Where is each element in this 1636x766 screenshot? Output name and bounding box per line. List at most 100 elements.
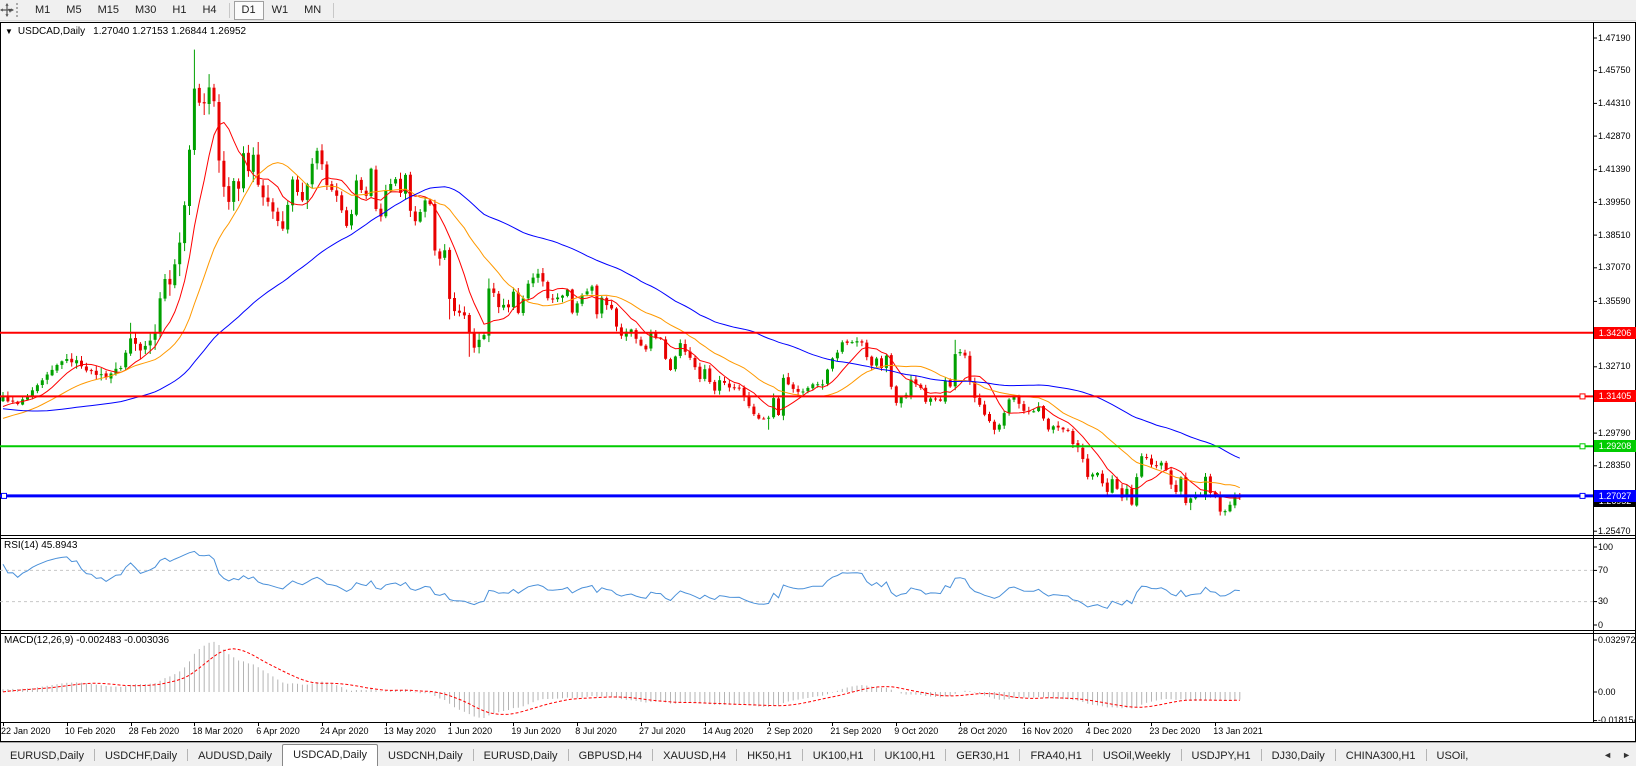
chart-window[interactable] (0, 22, 1636, 741)
date-tick-mark (449, 722, 451, 726)
candlestick-chart[interactable] (0, 22, 1636, 535)
price-tick-label: 1.45750 (1598, 65, 1631, 76)
chart-tab-usoil-[interactable]: USOil, (1436, 750, 1469, 762)
chart-tab-china300-h1[interactable]: CHINA300,H1 (1345, 750, 1416, 762)
date-tick-label: 27 Jul 2020 (639, 726, 686, 736)
window-border-bottom (0, 741, 1636, 742)
timeframe-button-m1[interactable]: M1 (35, 3, 51, 16)
pan-arrows-icon (0, 3, 14, 17)
price-tick-label: 1.41390 (1598, 164, 1631, 175)
macd-tick-label: 0.032972 (1598, 634, 1636, 645)
date-tick-label: 18 Mar 2020 (192, 726, 243, 736)
price-tick-label: 1.25470 (1598, 525, 1631, 536)
date-tick-label: 8 Jul 2020 (575, 726, 617, 736)
tab-scroll-right-icon[interactable]: ► (1622, 750, 1631, 760)
pane-divider[interactable] (0, 633, 1636, 634)
date-tick-label: 28 Feb 2020 (128, 726, 180, 736)
timeframe-button-h1[interactable]: H1 (172, 3, 187, 16)
pane-divider[interactable] (0, 535, 1636, 536)
rsi-indicator-pane[interactable] (0, 538, 1636, 630)
price-tick-label: 1.39950 (1598, 196, 1631, 207)
chart-tab-hk50-h1[interactable]: HK50,H1 (747, 750, 792, 762)
toolbar-separator (228, 2, 230, 18)
tab-separator (652, 749, 654, 761)
date-tick-mark (768, 722, 770, 726)
tab-separator (1334, 749, 1336, 761)
chart-tab-audusd-daily[interactable]: AUDUSD,Daily (198, 750, 273, 762)
chart-tab-usoil-weekly[interactable]: USOil,Weekly (1102, 750, 1171, 762)
date-tick-mark (322, 722, 323, 726)
chart-tab-eurusd-daily[interactable]: EURUSD,Daily (10, 750, 84, 762)
window-border-top (0, 22, 1636, 23)
hline-price-label: 1.34206 (1594, 326, 1636, 339)
chart-tab-xauusd-h4[interactable]: XAUUSD,H4 (663, 750, 727, 762)
symbol-period-label: USDCAD,Daily (17, 26, 86, 37)
pane-divider[interactable] (0, 630, 1636, 631)
pane-divider[interactable] (0, 538, 1636, 539)
timeframe-button-d1[interactable]: D1 (233, 0, 264, 20)
chart-tab-uk100-h1[interactable]: UK100,H1 (884, 750, 936, 762)
chart-tab-uk100-h1[interactable]: UK100,H1 (812, 750, 864, 762)
toolbar-separator (333, 2, 335, 18)
window-border-left (0, 22, 1, 742)
rsi-tick-label: 100 (1598, 541, 1614, 552)
timeframe-button-m15[interactable]: M15 (97, 3, 119, 16)
timeframe-buttons: M1 M5 M15 M30 H1 H4 D1 W1 MN (27, 0, 338, 20)
rsi-tick-label: 0 (1598, 619, 1604, 630)
tab-scroll-left-icon[interactable]: ◄ (1603, 750, 1613, 760)
date-tick-label: 23 Dec 2020 (1149, 726, 1201, 736)
chart-tab-usdchf-daily[interactable]: USDCHF,Daily (104, 750, 178, 762)
date-tick-label: 21 Sep 2020 (830, 726, 882, 736)
date-tick-mark (3, 722, 4, 726)
tab-nav: ◄ ► (1598, 743, 1636, 766)
tab-separator (801, 749, 803, 761)
chart-tab-usdjpy-h1[interactable]: USDJPY,H1 (1191, 750, 1251, 762)
price-tick-label: 1.38510 (1598, 229, 1631, 240)
date-tick-mark (258, 722, 260, 726)
chart-title: ▼ USDCAD,Daily 1.27040 1.27153 1.26844 1.2… (5, 26, 246, 37)
chart-tab-ger30-h1[interactable]: GER30,H1 (956, 750, 1010, 762)
date-tick-mark (832, 722, 834, 726)
date-axis-line (0, 722, 1636, 723)
tab-separator (1091, 749, 1093, 761)
macd-indicator-pane[interactable] (0, 633, 1636, 722)
date-tick-mark (704, 722, 706, 726)
date-tick-label: 28 Oct 2020 (958, 726, 1008, 736)
date-tick-label: 22 Jan 2020 (1, 726, 51, 736)
timeframe-button-w1[interactable]: W1 (271, 3, 289, 16)
date-tick-label: 14 Aug 2020 (702, 726, 754, 736)
date-tick-label: 9 Oct 2020 (894, 726, 939, 736)
chart-tab-usdcad-daily[interactable]: USDCAD,Daily (282, 744, 379, 766)
rsi-label: RSI(14) 45.8943 (4, 540, 78, 551)
chart-tab-eurusd-daily[interactable]: EURUSD,Daily (483, 750, 558, 762)
chart-tab-fra40-h1[interactable]: FRA40,H1 (1030, 750, 1082, 762)
date-tick-mark (960, 722, 961, 726)
collapse-triangle-icon[interactable]: ▼ (5, 27, 13, 36)
date-tick-label: 13 Jan 2021 (1213, 726, 1263, 736)
date-tick-label: 2 Sep 2020 (766, 726, 813, 736)
date-tick-mark (1023, 722, 1025, 726)
date-tick-mark (1087, 722, 1089, 726)
date-tick-mark (1215, 722, 1217, 726)
macd-tick-label: -0.018154 (1598, 715, 1636, 726)
date-tick-mark (1151, 722, 1153, 726)
timeframe-button-h4[interactable]: H4 (202, 3, 217, 16)
date-tick-label: 24 Apr 2020 (320, 726, 369, 736)
date-tick-mark (513, 722, 515, 726)
chart-tab-usdcnh-daily[interactable]: USDCNH,Daily (388, 750, 463, 762)
rsi-tick-label: 30 (1598, 596, 1609, 607)
tab-separator (1019, 749, 1021, 761)
macd-label: MACD(12,26,9) -0.002483 -0.003036 (4, 635, 170, 646)
tab-separator (187, 749, 189, 761)
chart-tab-gbpusd-h4[interactable]: GBPUSD,H4 (578, 750, 643, 762)
tab-separator (93, 749, 95, 761)
chart-tab-dj30-daily[interactable]: DJ30,Daily (1271, 750, 1325, 762)
tab-separator (873, 749, 875, 761)
date-tick-label: 13 May 2020 (383, 726, 436, 736)
toolbar-grip[interactable] (16, 3, 21, 17)
timeframe-button-mn[interactable]: MN (304, 3, 322, 16)
timeframe-button-m5[interactable]: M5 (66, 3, 82, 16)
chart-tab-bar: EURUSD,Daily USDCHF,Daily AUDUSD,Daily USDC… (0, 742, 1636, 766)
timeframe-button-m30[interactable]: M30 (134, 3, 157, 16)
date-tick-label: 19 Jun 2020 (511, 726, 561, 736)
